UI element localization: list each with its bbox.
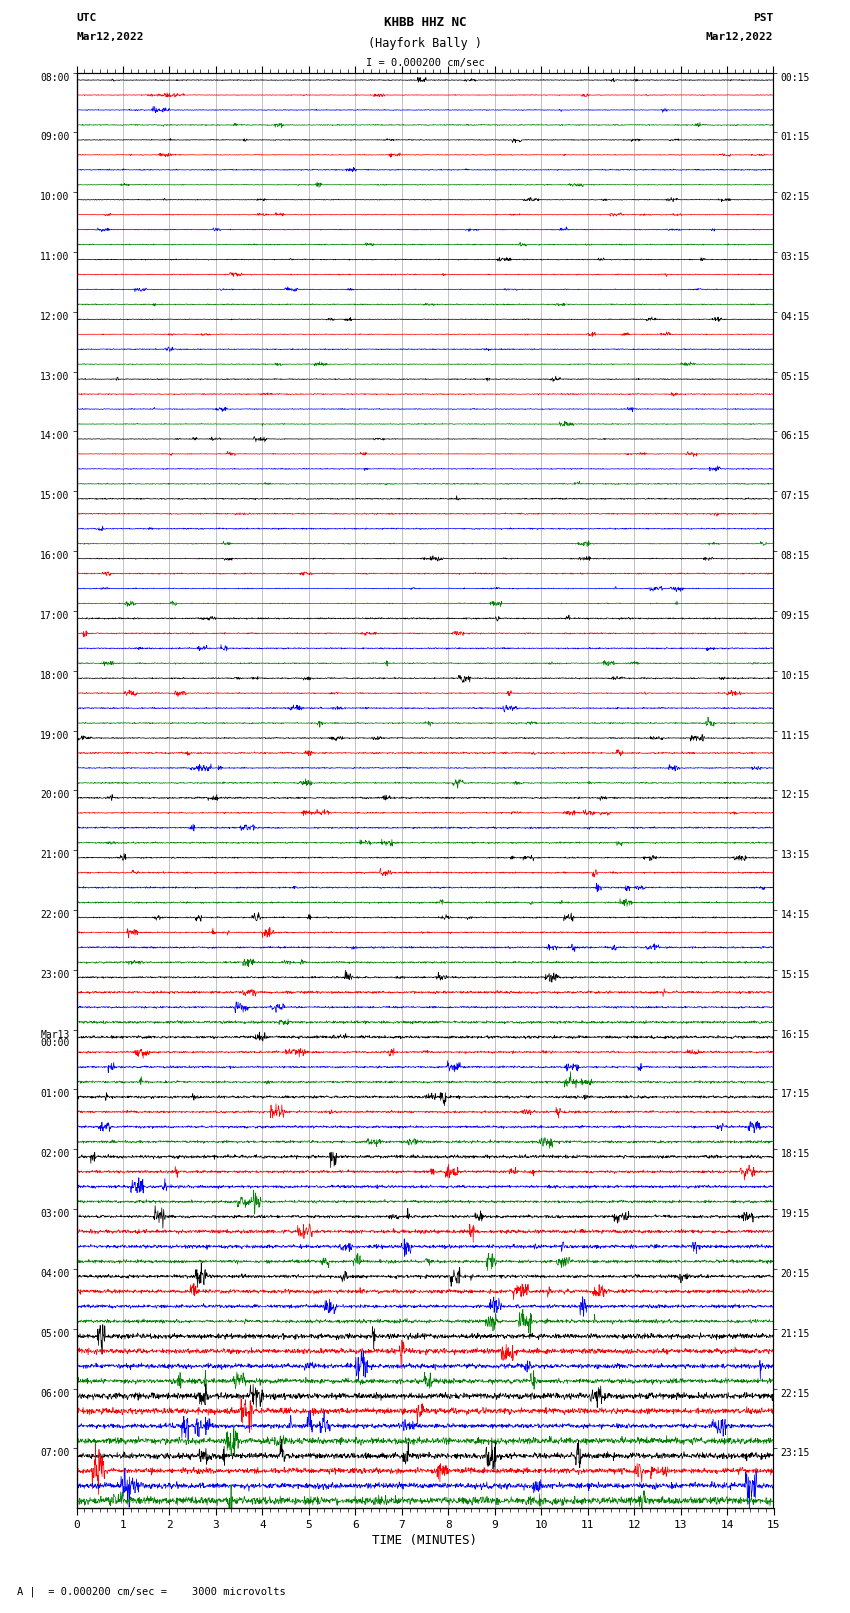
X-axis label: TIME (MINUTES): TIME (MINUTES) bbox=[372, 1534, 478, 1547]
Text: A |  = 0.000200 cm/sec =    3000 microvolts: A | = 0.000200 cm/sec = 3000 microvolts bbox=[17, 1586, 286, 1597]
Text: PST: PST bbox=[753, 13, 774, 23]
Text: Mar12,2022: Mar12,2022 bbox=[76, 32, 144, 42]
Text: KHBB HHZ NC: KHBB HHZ NC bbox=[383, 16, 467, 29]
Text: I = 0.000200 cm/sec: I = 0.000200 cm/sec bbox=[366, 58, 484, 68]
Text: UTC: UTC bbox=[76, 13, 97, 23]
Text: Mar12,2022: Mar12,2022 bbox=[706, 32, 774, 42]
Text: (Hayfork Bally ): (Hayfork Bally ) bbox=[368, 37, 482, 50]
